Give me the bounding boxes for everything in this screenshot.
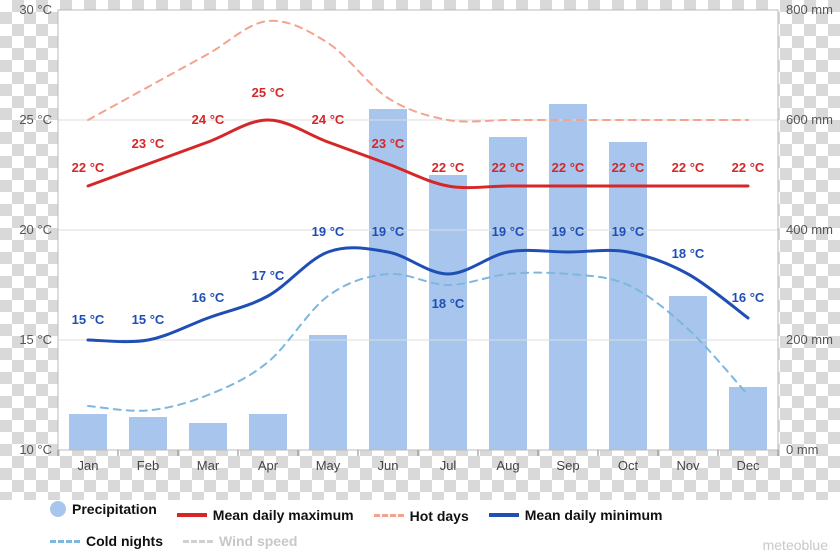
max-temp-label: 22 °C <box>72 160 105 175</box>
min-temp-label: 19 °C <box>372 224 405 239</box>
max-temp-label: 22 °C <box>672 160 705 175</box>
min-temp-label: 18 °C <box>672 246 705 261</box>
legend-item-cold: Cold nights <box>50 530 163 552</box>
min-temp-label: 16 °C <box>732 290 765 305</box>
hot-days-line <box>88 21 748 122</box>
max-temp-label: 23 °C <box>132 136 165 151</box>
max-temp-label: 22 °C <box>432 160 465 175</box>
min-temp-label: 19 °C <box>312 224 345 239</box>
max-temp-label: 24 °C <box>312 112 345 127</box>
legend: Precipitation Mean daily maximum Hot days M… <box>50 498 820 552</box>
mean-max-line <box>88 120 748 188</box>
legend-item-precip: Precipitation <box>50 498 157 520</box>
legend-label: Hot days <box>410 505 469 527</box>
min-temp-label: 15 °C <box>72 312 105 327</box>
legend-label: Mean daily maximum <box>213 504 354 526</box>
max-temp-label: 22 °C <box>732 160 765 175</box>
attribution: meteoblue <box>763 537 828 553</box>
legend-item-hot: Hot days <box>374 505 469 527</box>
max-temp-label: 24 °C <box>192 112 225 127</box>
max-temp-label: 22 °C <box>492 160 525 175</box>
max-temp-label: 25 °C <box>252 85 285 100</box>
min-temp-label: 19 °C <box>492 224 525 239</box>
legend-label: Precipitation <box>72 498 157 520</box>
mean-min-line <box>88 248 748 342</box>
legend-item-max: Mean daily maximum <box>177 504 354 526</box>
legend-label: Mean daily minimum <box>525 504 663 526</box>
legend-item-min: Mean daily minimum <box>489 504 663 526</box>
min-temp-label: 19 °C <box>552 224 585 239</box>
min-temp-label: 16 °C <box>192 290 225 305</box>
legend-label: Cold nights <box>86 530 163 552</box>
line-series-svg <box>0 0 840 559</box>
min-temp-label: 19 °C <box>612 224 645 239</box>
cold-nights-line <box>88 273 748 411</box>
min-temp-label: 15 °C <box>132 312 165 327</box>
max-temp-label: 22 °C <box>612 160 645 175</box>
min-temp-label: 18 °C <box>432 296 465 311</box>
max-temp-label: 22 °C <box>552 160 585 175</box>
legend-label: Wind speed <box>219 530 297 552</box>
legend-item-wind: Wind speed <box>183 530 297 552</box>
min-temp-label: 17 °C <box>252 268 285 283</box>
max-temp-label: 23 °C <box>372 136 405 151</box>
